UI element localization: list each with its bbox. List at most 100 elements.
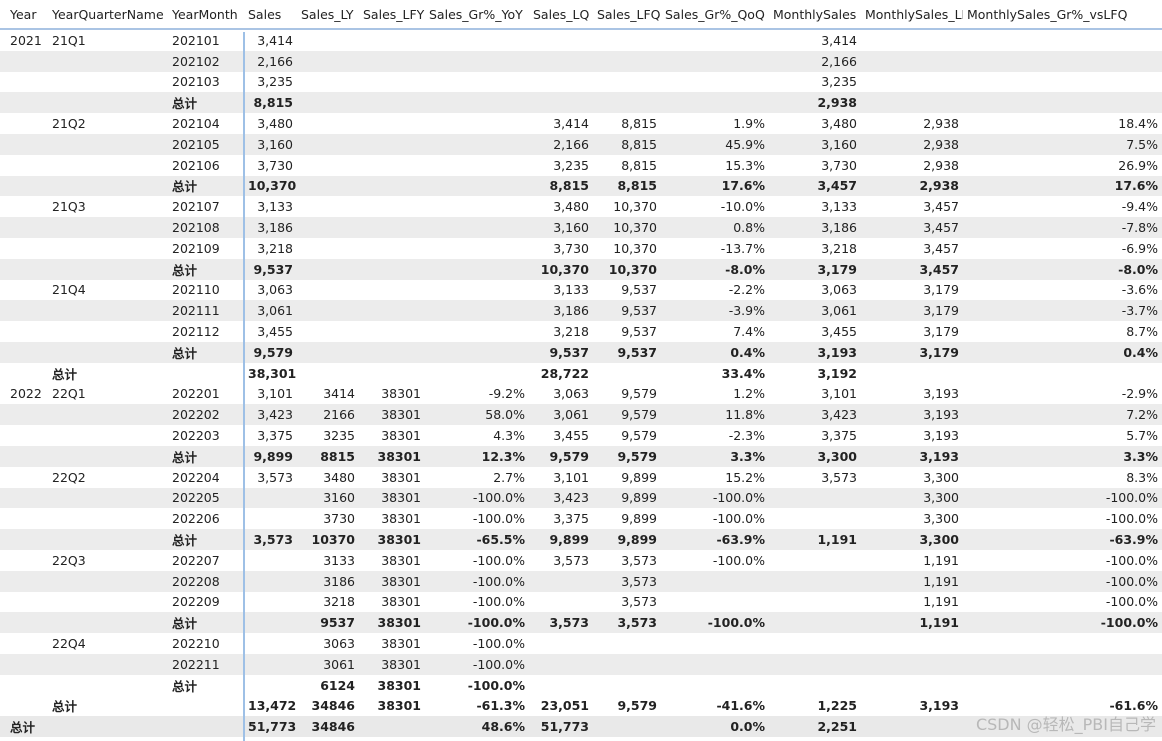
row-header-cell[interactable]: 2022 [0,386,48,402]
subtotal-row: 总计 9537 38301 -100.0% 3,573 3,573 -100.0% 1,191… [0,612,1162,634]
row-header-cell[interactable]: 202202 [172,407,220,423]
value-cell: 15.3% [725,157,765,173]
column-header[interactable]: Sales_Gr%_YoY [429,6,523,22]
matrix-body: 2021 21Q1 202101 3,414 3,414 202102 2,166 2,166… [0,30,1162,738]
value-cell: -8.0% [725,261,765,277]
column-header[interactable]: Sales_Gr%_QoQ [665,6,765,22]
value-cell: 1,191 [919,615,959,631]
column-header[interactable]: Sales_LQ [533,6,590,22]
row-header-cell[interactable]: 总计 [172,179,198,195]
value-cell: 8,815 [549,178,589,194]
row-header-cell[interactable]: 总计 [172,262,198,278]
row-header-cell[interactable]: 22Q3 [48,552,168,568]
value-cell: 3,179 [919,344,959,360]
row-header-cell[interactable]: 202112 [172,324,220,340]
row-header-cell[interactable]: 总计 [172,96,198,112]
row-header-cell[interactable]: 202210 [172,636,220,651]
table-row: 21Q4 202110 3,063 3,133 9,537 -2.2% 3,063 3,179… [0,280,1162,301]
value-cell: 3235 [323,428,355,444]
table-row: 202209 3218 38301 -100.0% 3,573 1,191 -100.0% [0,592,1162,613]
row-header-cell[interactable]: 202105 [172,136,220,152]
value-cell: -100.0% [1105,573,1158,589]
value-cell: 26.9% [1118,157,1158,173]
row-header-cell[interactable]: 总计 [172,533,198,549]
value-cell: 3,457 [923,220,959,236]
value-cell: 3,235 [821,74,857,90]
row-header-cell[interactable]: 202109 [172,240,220,256]
row-header-cell[interactable]: 总计 [10,720,36,736]
value-cell: -61.6% [1109,698,1158,714]
row-header-cell[interactable]: 202211 [172,656,220,672]
row-header-cell[interactable]: 22Q1 [48,386,168,402]
value-cell: -100.0% [472,656,525,672]
row-header-cell[interactable]: 202209 [172,594,220,610]
row-header-cell[interactable]: 2021 [0,32,48,48]
value-cell: 3,375 [257,428,293,444]
row-header-cell[interactable]: 202203 [172,428,220,444]
row-header-cell[interactable]: 202102 [172,53,220,69]
column-header[interactable]: MonthlySales_Gr%_vsLFQ [967,6,1128,22]
subtotal-row: 总计 38,301 28,722 33.4% 3,192 [0,363,1162,384]
value-cell: 3,480 [821,116,857,132]
row-header-cell[interactable]: 总计 [48,696,168,716]
value-cell: 3,101 [257,386,293,402]
row-header-cell[interactable]: 202104 [172,116,220,132]
value-cell: 1,191 [817,532,857,548]
value-cell: -100.0% [472,490,525,506]
row-header-cell[interactable]: 202101 [172,32,220,48]
row-header-cell[interactable]: 202207 [172,552,220,568]
table-row: 202211 3061 38301 -100.0% [0,653,1162,675]
row-header-cell[interactable]: 202206 [172,511,220,527]
value-cell: 3,063 [553,386,589,402]
row-header-cell[interactable]: 202108 [172,220,220,236]
value-cell: 34846 [311,698,356,714]
table-row: 2022 22Q1 202201 3,101 3414 38301 -9.2% 3,063 9,… [0,384,1162,405]
row-header-cell[interactable]: 202205 [172,490,220,506]
value-cell: 38301 [377,698,422,714]
row-header-cell[interactable]: 202106 [172,157,220,173]
row-header-divider [243,32,245,741]
value-cell: 8,815 [621,136,657,152]
row-header-cell[interactable]: 202110 [172,282,220,298]
value-cell: 3,457 [817,178,857,194]
value-cell: 3,133 [821,199,857,215]
row-header-cell[interactable]: 21Q2 [48,116,168,132]
value-cell: 9,579 [549,448,589,464]
row-header-cell[interactable]: 22Q4 [48,636,168,651]
value-cell: -100.0% [472,636,525,651]
value-cell: 3,300 [817,448,857,464]
column-header[interactable]: Year [10,6,37,22]
column-header[interactable]: Sales [248,6,282,22]
row-header-cell[interactable]: 总计 [172,345,198,361]
value-cell: 2,166 [257,53,293,69]
column-header[interactable]: Sales_LY [301,6,354,22]
column-header[interactable]: MonthlySales_LFQ [865,6,963,22]
value-cell: 18.4% [1118,116,1158,132]
column-header[interactable]: Sales_LFQ [597,6,661,22]
row-header-cell[interactable]: 202107 [172,199,220,215]
row-header-cell[interactable]: 21Q3 [48,199,168,215]
row-header-cell[interactable]: 202201 [172,386,220,402]
value-cell: 9,579 [621,428,657,444]
row-header-cell[interactable]: 21Q1 [48,32,168,48]
value-cell: 1.2% [733,386,765,402]
column-header[interactable]: MonthlySales [773,6,857,22]
value-cell: 38301 [377,615,422,631]
column-header[interactable]: YearMonth [172,6,238,22]
row-header-cell[interactable]: 202208 [172,573,220,589]
row-header-cell[interactable]: 21Q4 [48,282,168,298]
value-cell: 3,063 [821,282,857,298]
row-header-cell[interactable]: 22Q2 [48,469,168,485]
row-header-cell[interactable]: 总计 [172,678,198,694]
column-header[interactable]: Sales_LFY [363,6,425,22]
row-header-cell[interactable]: 202103 [172,74,220,90]
column-header[interactable]: YearQuarterName [52,6,164,22]
value-cell: 10,370 [613,220,657,236]
row-header-cell[interactable]: 总计 [172,616,198,632]
row-header-cell[interactable]: 202111 [172,303,220,319]
row-header-cell[interactable]: 总计 [172,449,198,465]
row-header-cell[interactable]: 总计 [48,363,168,383]
row-header-cell[interactable]: 202204 [172,469,220,485]
value-cell: 3061 [323,656,355,672]
value-cell: 3480 [323,469,355,485]
